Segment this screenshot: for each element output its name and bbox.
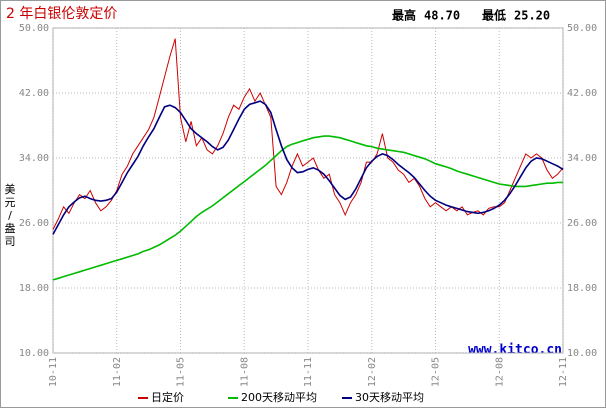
legend-label: 日定价: [151, 390, 184, 404]
y-tick-label-right: 18.00: [567, 283, 597, 294]
stat-value: 25.20: [514, 9, 550, 23]
x-tick-label: 12-02: [367, 357, 378, 387]
x-tick-label: 11-02: [112, 357, 123, 387]
y-tick-label-right: 26.00: [567, 218, 597, 229]
stat-label: 最高: [392, 8, 416, 23]
y-tick-label: 18.00: [19, 283, 49, 294]
y-tick-label: 50.00: [19, 23, 49, 34]
stat-label: 最低: [482, 8, 506, 23]
x-tick-label: 10-11: [48, 357, 59, 387]
y-tick-label-right: 42.00: [567, 88, 597, 99]
series-line: [52, 100, 564, 235]
x-tick-label: 11-08: [239, 357, 250, 387]
x-tick-label: 12-05: [431, 357, 442, 387]
x-tick-label: 11-11: [303, 357, 314, 387]
x-tick-label: 12-11: [558, 357, 569, 387]
watermark: www.kitco.cn: [468, 343, 562, 358]
y-tick-label-right: 50.00: [567, 23, 597, 34]
y-tick-label: 10.00: [19, 348, 49, 359]
y-tick-label: 34.00: [19, 153, 49, 164]
y-axis-label: 美元/盎司: [5, 183, 16, 248]
y-tick-label-right: 34.00: [567, 153, 597, 164]
x-tick-label: 12-08: [494, 357, 505, 387]
y-tick-label: 26.00: [19, 218, 49, 229]
chart-title: 2 年白银伦敦定价: [6, 6, 117, 22]
y-tick-label-right: 10.00: [567, 348, 597, 359]
y-tick-label: 42.00: [19, 88, 49, 99]
legend-label: 30天移动平均: [355, 391, 424, 404]
stat-value: 48.70: [424, 9, 460, 23]
x-tick-label: 11-05: [176, 357, 187, 387]
series-line: [52, 135, 563, 281]
series-line: [52, 38, 564, 230]
legend-label: 200天移动平均: [241, 391, 317, 404]
